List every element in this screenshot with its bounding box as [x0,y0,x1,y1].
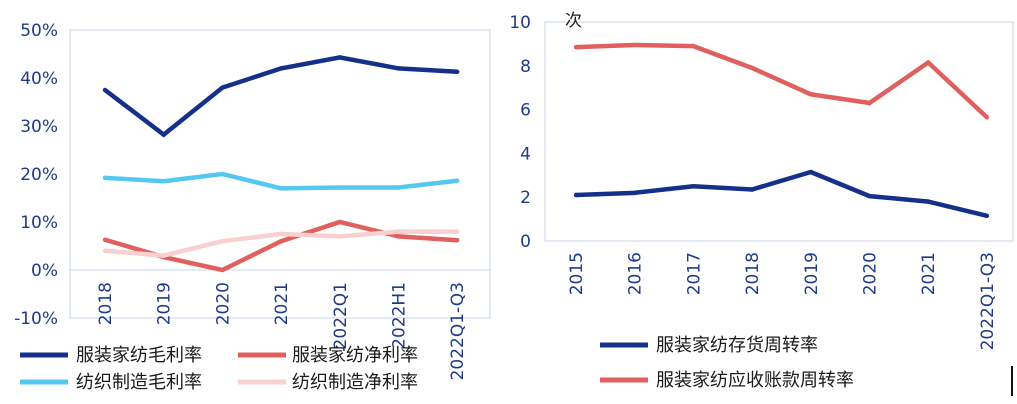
right-xtick-label: 2018 [743,252,763,295]
left-series-1-point [220,267,225,273]
left-series-2-point [161,179,166,184]
right-series-1-point [984,115,990,120]
left-series-1-point [278,239,284,244]
left-ytick-label: 30% [20,117,58,137]
right-series-0-point [984,213,990,219]
legend-label-net-apparel: 服装家纺净利率 [292,345,418,366]
left-xtick-label: 2018 [96,282,116,325]
right-series-0-point [573,192,579,198]
left-ytick-label: 50% [20,21,58,41]
left-x-axis: 2018 2019 2020 2021 2022Q1 2022H1 2022Q1-Q3 [96,282,468,380]
left-series-3-point [396,229,401,234]
right-ytick-label: 2 [520,188,531,208]
right-series-0-point [808,169,813,175]
legend-label-inventory-turnover: 服装家纺存货周转率 [656,335,818,356]
left-series-0-point [455,69,460,74]
left-series-2-point [278,186,284,191]
right-series-0-point [632,190,637,196]
left-series-0-point [102,87,108,93]
right-series-1-point [867,100,872,106]
right-plot-border [544,21,1014,242]
right-xtick-label: 2016 [626,252,646,295]
left-ytick-label: 20% [20,165,58,185]
right-legend: 服装家纺存货周转率 服装家纺应收账款周转率 [600,335,854,391]
right-series-1-point [573,44,579,50]
right-xtick-label: 2022Q1-Q3 [978,252,998,350]
left-xtick-label: 2022Q1-Q3 [448,282,468,380]
right-xtick-label: 2021 [919,252,939,295]
right-series-0-point [749,187,755,192]
left-series-0-point [278,66,284,71]
right-series-1-point [926,60,931,65]
left-series-0-point [337,55,342,60]
legend-label-gross-apparel: 服装家纺毛利率 [76,345,202,366]
right-x-axis: 2015 2016 2017 2018 2019 2020 2021 2022Q1-Q3 [567,252,998,350]
left-series-1-point [455,238,460,243]
left-ytick-label: 10% [20,213,58,233]
left-series-0-point [396,66,401,71]
left-series-1-point [102,237,108,242]
left-series-2-point [396,185,401,190]
right-ytick-label: 0 [520,232,531,252]
left-plot-border [69,29,491,319]
right-series-1-point [808,92,813,97]
right-y-axis: 0 2 4 6 8 10 [509,13,531,252]
right-series-0-point [867,193,872,199]
right-series-line-0 [575,169,988,219]
left-series-3-point [278,231,284,237]
left-series-group [102,55,460,273]
left-series-line-1 [104,219,458,273]
right-series-group [573,42,990,219]
left-series-2-point [220,171,225,177]
left-y-axis: -10% 0% 10% 20% 30% 40% 50% [14,21,490,329]
left-legend: 服装家纺毛利率 服装家纺净利率 纺织制造毛利率 纺织制造净利率 [20,345,418,393]
left-xtick-label: 2022H1 [390,282,410,349]
right-xtick-label: 2020 [861,252,881,295]
right-xtick-label: 2015 [567,252,587,295]
legend-label-receivables-turnover: 服装家纺应收账款周转率 [656,370,854,391]
right-series-0-point [926,199,931,204]
left-ytick-label: 40% [20,69,58,89]
right-ytick-label: 4 [520,144,531,164]
left-series-3-point [455,229,460,234]
right-ytick-label: 6 [520,101,531,121]
left-chart: -10%0%10%20%30%40%50% 2018 2019 2020 2021 20… [14,21,491,380]
left-xtick-label: 2019 [155,282,175,325]
left-series-3-point [102,248,108,253]
right-series-1-point [749,65,755,71]
right-series-line-1 [575,42,989,119]
left-series-3-point [337,234,342,239]
right-xtick-label: 2017 [684,252,704,295]
left-series-2-point [455,178,460,183]
legend-label-gross-textile: 纺织制造毛利率 [76,372,202,393]
right-ytick-label: 10 [509,13,531,33]
left-xtick-label: 2022Q1 [331,282,351,349]
left-series-2-point [337,185,342,190]
right-xtick-label: 2019 [802,252,822,295]
left-xtick-label: 2021 [272,282,292,325]
left-xtick-label: 2020 [213,282,233,325]
right-series-1-point [691,43,696,49]
left-ytick-label: 0% [31,261,58,281]
left-series-0-point [161,132,166,137]
right-series-1-point [632,42,637,48]
left-series-0-point [220,85,225,90]
right-unit-label: 次 [565,11,582,31]
left-series-3-point [220,239,225,244]
left-series-1-point [337,219,342,225]
left-ytick-label: -10% [14,309,58,329]
right-series-0-point [691,184,696,189]
right-ytick-label: 8 [520,57,531,77]
left-series-3-point [161,253,166,258]
legend-label-net-textile: 纺织制造净利率 [292,372,418,393]
left-series-2-point [102,175,108,181]
left-series-1-point [396,234,401,239]
